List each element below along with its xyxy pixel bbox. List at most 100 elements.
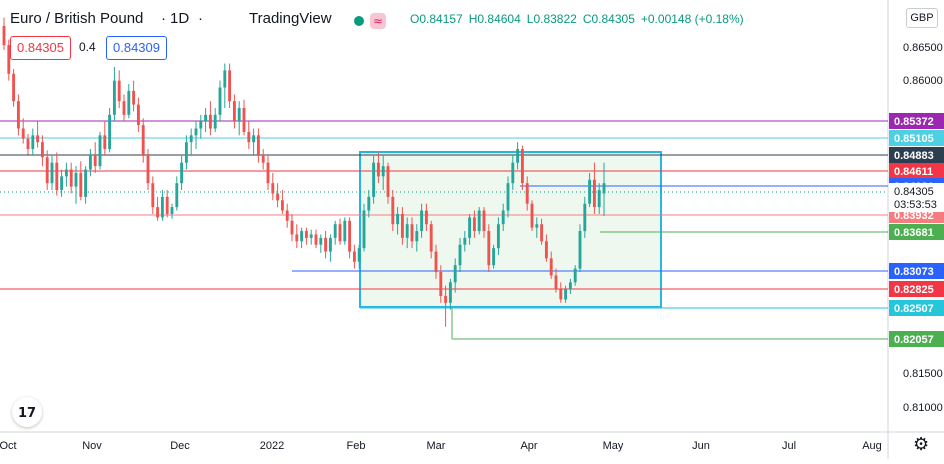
candle-body [544, 241, 548, 259]
candle-body [458, 244, 462, 266]
candle-body [199, 121, 203, 129]
candle-body [228, 70, 232, 102]
candle-body [93, 155, 97, 167]
candle-body [309, 234, 313, 238]
candle-body [180, 162, 184, 184]
sell-button[interactable]: 0.84305 [10, 36, 71, 60]
candle-body [160, 196, 164, 218]
time-axis-label: Dec [170, 440, 190, 452]
level-price-label: 0.83073 [894, 266, 934, 278]
candle-body [506, 183, 510, 211]
level-price-label: 0.84611 [894, 166, 933, 178]
candle-body [525, 183, 529, 204]
svg-text:≈: ≈ [373, 14, 383, 28]
candle-body [439, 272, 443, 296]
level-price-label: 0.85372 [894, 116, 934, 128]
candle-body [295, 234, 299, 242]
level-price-tag [889, 224, 944, 240]
candle-body [285, 210, 289, 221]
level-price-label: 0.82507 [894, 303, 934, 315]
candle-body [98, 135, 102, 167]
candle-body [520, 149, 524, 184]
buy-button[interactable]: 0.84309 [106, 36, 167, 60]
candle-body [223, 70, 227, 88]
candle-body [333, 224, 337, 238]
time-axis-label: Jun [692, 440, 710, 452]
candle-body [559, 289, 563, 300]
level-price-tag [889, 331, 944, 347]
candle-body [348, 220, 352, 252]
spread-value: 0.4 [79, 40, 96, 54]
candle-body [573, 268, 577, 283]
candle-body [362, 210, 366, 249]
symbol-title[interactable]: Euro / British Pound [10, 10, 144, 27]
level-price-tag [889, 113, 944, 129]
candle-body [204, 114, 208, 122]
candle-body [477, 210, 481, 232]
level-price-tag [889, 300, 944, 316]
candle-body [597, 190, 601, 208]
candle-body [578, 231, 582, 269]
title-separator-2: · [198, 10, 203, 27]
candle-body [463, 237, 467, 245]
candle-body [175, 183, 179, 208]
price-axis-label: 0.81000 [903, 402, 943, 414]
candle-body [434, 251, 438, 273]
candle-body [271, 183, 275, 194]
tradingview-logo-icon[interactable]: 17 [12, 397, 42, 427]
candle-body [261, 155, 265, 163]
candle-body [247, 131, 251, 143]
candle-body [487, 231, 491, 266]
candle-body [496, 224, 500, 249]
candle-body [242, 108, 246, 132]
candle-body [127, 90, 131, 115]
candle-body [266, 162, 270, 184]
candle-body [468, 217, 472, 238]
settings-gear-icon[interactable]: ⚙ [913, 434, 930, 454]
high-value: H0.84604 [468, 12, 521, 26]
candle-body [213, 114, 217, 129]
candle-body [420, 210, 424, 232]
candle-body [156, 207, 160, 218]
candle-body [511, 162, 515, 184]
price-axis-label: 0.81500 [903, 368, 943, 380]
time-axis-label: Apr [520, 440, 537, 452]
candle-body [314, 234, 318, 245]
candle-body [74, 172, 78, 187]
candle-body [338, 224, 342, 242]
candle-body [583, 203, 587, 232]
level-price-label: 0.83681 [894, 227, 934, 239]
candle-body [535, 224, 539, 228]
candle-body [252, 135, 256, 143]
time-axis-label: Feb [347, 440, 366, 452]
candle-body [549, 258, 553, 276]
market-status-icon[interactable] [351, 13, 367, 29]
candle-body [60, 176, 64, 191]
candle-body [194, 128, 198, 136]
time-axis-label: Nov [82, 440, 102, 452]
candle-body [122, 101, 126, 115]
data-delay-icon[interactable]: ≈ [370, 13, 386, 29]
candle-body [165, 196, 169, 214]
time-axis-label: Aug [862, 440, 882, 452]
candle-body [492, 248, 496, 266]
currency-button[interactable]: GBP [906, 8, 938, 28]
candle-body [84, 169, 88, 197]
candle-body [357, 248, 361, 262]
candle-body [184, 142, 188, 163]
price-axis-label: 0.86000 [903, 75, 943, 87]
candle-body [7, 45, 11, 74]
candle-body [36, 135, 40, 143]
candle-body [50, 162, 54, 184]
candle-body [386, 166, 390, 197]
ohlc-readout: O0.84157 H0.84604 L0.83822 C0.84305 +0.00148… [410, 12, 750, 26]
candle-body [429, 224, 433, 252]
candle-body [405, 224, 409, 238]
interval-label[interactable]: 1D [170, 10, 190, 27]
candle-body [31, 135, 35, 150]
candle-body [290, 220, 294, 235]
candle-body [328, 237, 332, 252]
candle-body [453, 265, 457, 283]
